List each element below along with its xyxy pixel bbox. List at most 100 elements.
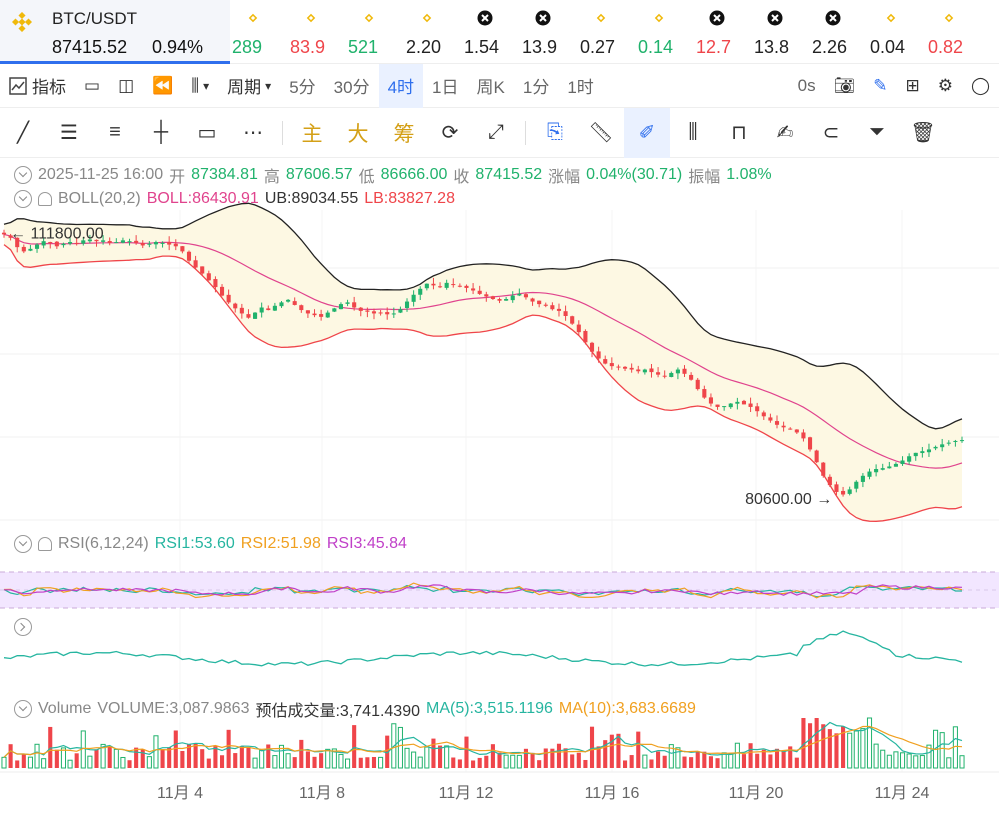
period-1m[interactable]: 1分 — [522, 78, 550, 97]
layout-button[interactable]: ▭ — [75, 64, 109, 108]
candle-body — [550, 305, 555, 310]
indicators-button[interactable]: 指标 — [0, 64, 75, 108]
settings-button[interactable]: ⚙ — [929, 64, 962, 108]
ticker-value: 0.82 — [928, 37, 964, 57]
candle-body — [68, 242, 73, 244]
bell-icon[interactable] — [38, 192, 52, 206]
pair-selector[interactable]: BTC/USDT 87415.52 0.94% — [0, 0, 230, 64]
delete-tool[interactable]: 🗑︎ — [900, 108, 946, 158]
close-value: 87415.52 — [475, 166, 543, 183]
candle-body — [477, 290, 482, 294]
brush-tool[interactable]: ✐ — [624, 107, 670, 158]
candle-body — [431, 283, 436, 286]
candle-body — [874, 469, 879, 473]
ticker-item[interactable]: 83.9 — [288, 0, 346, 64]
big-tool[interactable]: 大 — [347, 122, 369, 146]
ticker-item[interactable]: 2.20 — [404, 0, 462, 64]
period-30m[interactable]: 30分 — [333, 78, 370, 97]
chip-tool[interactable]: 筹 — [393, 122, 415, 146]
collapse-icon[interactable] — [14, 166, 32, 184]
period-1d[interactable]: 1日 — [432, 78, 459, 97]
candle-body — [34, 244, 40, 249]
volume-bar — [146, 756, 152, 769]
more-button[interactable]: ◯ — [962, 64, 999, 108]
candle-body — [847, 489, 852, 494]
channel-tool[interactable]: ≡ — [92, 108, 138, 158]
measure-tool[interactable]: ⤢ — [473, 108, 519, 158]
filter-tool[interactable]: ⏷ — [854, 108, 900, 158]
ticker-item[interactable]: 0.14 — [636, 0, 694, 64]
collapse-icon[interactable] — [14, 700, 32, 718]
candle-body — [900, 460, 905, 465]
ticker-item[interactable]: 13.9 — [520, 0, 578, 64]
split-view-button[interactable]: ◫ — [109, 64, 143, 108]
candle-body — [358, 307, 363, 311]
change-value: 0.04%(30.71) — [586, 166, 683, 183]
volume-bar — [662, 755, 667, 768]
bell-icon[interactable] — [38, 537, 52, 551]
candle-body — [1, 232, 7, 235]
sync-tool[interactable]: ⟳ — [427, 108, 473, 158]
boll-ub: UB:89034.55 — [264, 190, 359, 207]
volume-ma-line — [3, 725, 963, 758]
bookmark-tool[interactable]: ⎘ — [532, 108, 578, 158]
binance-icon — [886, 13, 896, 23]
candle-body — [715, 404, 720, 407]
volume-bar — [1, 756, 7, 769]
candle-body — [54, 241, 59, 247]
candle-body — [708, 397, 713, 404]
ticker-item[interactable]: 13.8 — [752, 0, 810, 64]
trash-icon: 🗑︎ — [910, 122, 936, 144]
volume-bar — [893, 751, 899, 769]
period-4h[interactable]: 4时 — [378, 63, 424, 108]
screenshot-button[interactable]: 📷︎ — [825, 64, 865, 108]
ticker-item[interactable]: 12.7 — [694, 0, 752, 64]
draw-button[interactable]: ✎ — [864, 64, 896, 108]
ruler-tool[interactable]: 📏︎ — [578, 108, 624, 158]
candle-body — [94, 239, 99, 242]
trend-line-tool[interactable]: ╱ — [0, 108, 46, 158]
main-tool[interactable]: 主 — [301, 122, 323, 146]
boll-upper-line — [3, 202, 963, 430]
ticker-bar: BTC/USDT 87415.52 0.94% 289 83.9 521 2.20 1.… — [0, 0, 999, 64]
period-1h[interactable]: 1时 — [567, 78, 594, 97]
replay-button[interactable]: ⏪ — [143, 64, 182, 108]
volume-label: Volume — [38, 700, 92, 717]
ticker-item[interactable]: 1.54 — [462, 0, 520, 64]
volume-bar — [801, 718, 806, 768]
ticker-item[interactable]: 2.26 — [810, 0, 868, 64]
magnet-tool[interactable]: ⊂ — [808, 108, 854, 158]
period-toolbar: 指标 ▭ ◫ ⏪ ⫼ ▾ 周期 ▾ 5分 30分 4时 1日 周K 1分 1时 0s… — [0, 63, 999, 108]
ticker-item[interactable]: 521 — [346, 0, 404, 64]
volume-bar — [206, 758, 211, 768]
ticker-item[interactable]: 0.27 — [578, 0, 636, 64]
candles-tool[interactable]: ⫼ — [670, 108, 716, 158]
period-1w[interactable]: 周K — [476, 78, 505, 97]
period-dropdown[interactable]: 周期 ▾ — [218, 64, 280, 108]
volume-bar — [352, 725, 357, 768]
candle-body — [404, 301, 410, 308]
hline-tool[interactable]: ┼ — [138, 108, 184, 158]
close-label: 收 — [453, 169, 470, 186]
rect-tool[interactable]: ▭ — [184, 108, 230, 158]
position-tool[interactable]: ⊓ — [716, 108, 762, 158]
rsi1-value: RSI1:53.60 — [154, 535, 235, 552]
pair-symbol: BTC/USDT — [52, 9, 137, 28]
ticker-item[interactable]: 0.82 — [926, 0, 984, 64]
fib-tool[interactable]: ☰ — [46, 108, 92, 158]
candle-body — [418, 288, 423, 295]
ticker-value: 1.54 — [464, 37, 500, 57]
note-tool[interactable]: ✍ — [762, 108, 808, 158]
more-tools-button[interactable]: ⋯ — [230, 108, 276, 158]
add-indicator-button[interactable]: ⊞ — [896, 64, 928, 108]
expand-icon[interactable] — [14, 618, 32, 636]
collapse-icon[interactable] — [14, 535, 32, 553]
candle-type-button[interactable]: ⫼ ▾ — [182, 64, 218, 108]
candle-body — [127, 241, 132, 243]
collapse-icon[interactable] — [14, 190, 32, 208]
candle-body — [642, 369, 647, 373]
ticker-item[interactable]: 0.04 — [868, 0, 926, 64]
ticker-item[interactable]: 289 — [230, 0, 288, 64]
period-5m[interactable]: 5分 — [289, 78, 316, 97]
